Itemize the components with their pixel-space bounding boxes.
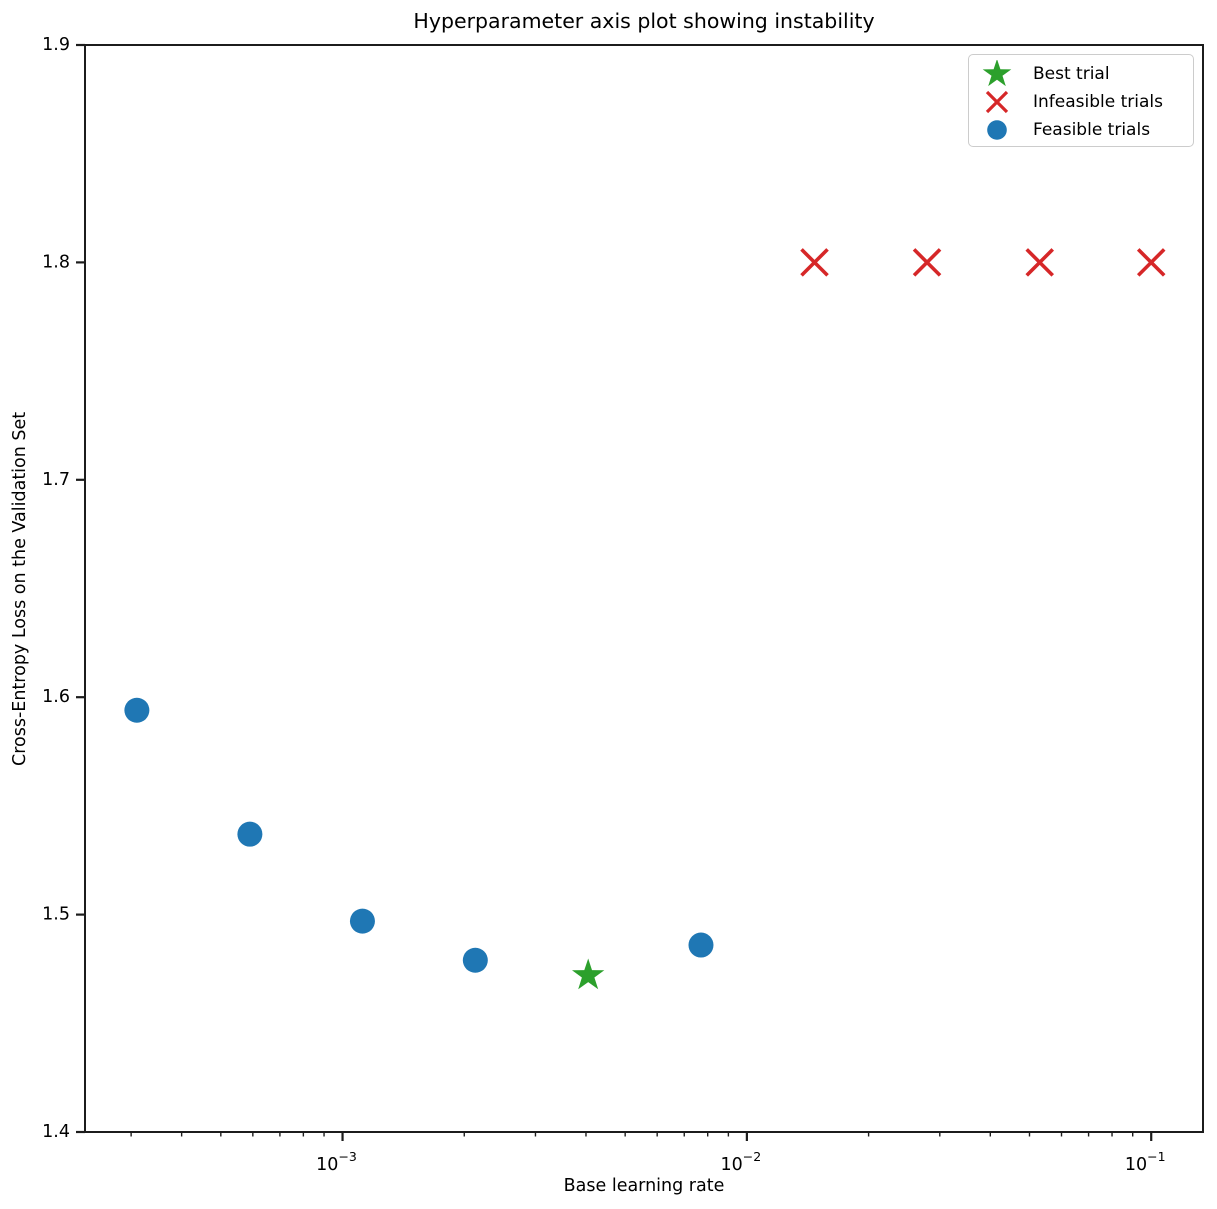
x-icon bbox=[985, 90, 1009, 114]
series-star bbox=[572, 958, 605, 990]
feasible-circle-marker bbox=[124, 697, 150, 723]
x-tick-label: 10−2 bbox=[721, 1149, 762, 1175]
legend-item: Best trial bbox=[975, 60, 1183, 88]
y-tick-label: 1.5 bbox=[42, 905, 70, 925]
feasible-circle-marker bbox=[349, 908, 375, 934]
y-tick-label: 1.7 bbox=[42, 470, 70, 490]
series-x bbox=[800, 248, 1166, 277]
y-tick-label: 1.4 bbox=[42, 1122, 70, 1142]
best-trial-star-marker bbox=[982, 60, 1012, 87]
feasible-circle-marker bbox=[462, 947, 488, 973]
legend-item-label: Feasible trials bbox=[1033, 120, 1151, 140]
feasible-circle-marker bbox=[987, 120, 1007, 140]
infeasible-x-marker bbox=[800, 248, 829, 277]
x-tick-label: 10−1 bbox=[1125, 1149, 1166, 1175]
x-tick-label: 10−3 bbox=[316, 1149, 357, 1175]
infeasible-x-marker bbox=[985, 90, 1009, 114]
feasible-circle-marker bbox=[688, 932, 714, 958]
legend-item: Infeasible trials bbox=[975, 88, 1183, 116]
infeasible-x-marker bbox=[912, 248, 942, 277]
legend: Best trial Infeasible trials Feasible tria… bbox=[968, 54, 1194, 147]
infeasible-x-marker bbox=[1025, 248, 1055, 277]
legend-item: Feasible trials bbox=[975, 116, 1183, 144]
infeasible-x-marker bbox=[1136, 248, 1166, 277]
star-icon bbox=[982, 60, 1012, 87]
y-tick-label: 1.6 bbox=[42, 687, 70, 707]
x-axis-label: Base learning rate bbox=[563, 1176, 725, 1196]
chart-title: Hyperparameter axis plot showing instabi… bbox=[413, 9, 875, 33]
legend-item-label: Best trial bbox=[1033, 64, 1110, 84]
circle-icon bbox=[987, 120, 1007, 140]
best-trial-star-marker bbox=[572, 958, 605, 990]
series-circle bbox=[124, 697, 714, 973]
legend-item-label: Infeasible trials bbox=[1033, 92, 1163, 112]
feasible-circle-marker bbox=[237, 821, 263, 847]
y-tick-label: 1.8 bbox=[42, 252, 70, 272]
plot-spines bbox=[84, 44, 1204, 1133]
y-tick-label: 1.9 bbox=[42, 35, 70, 55]
